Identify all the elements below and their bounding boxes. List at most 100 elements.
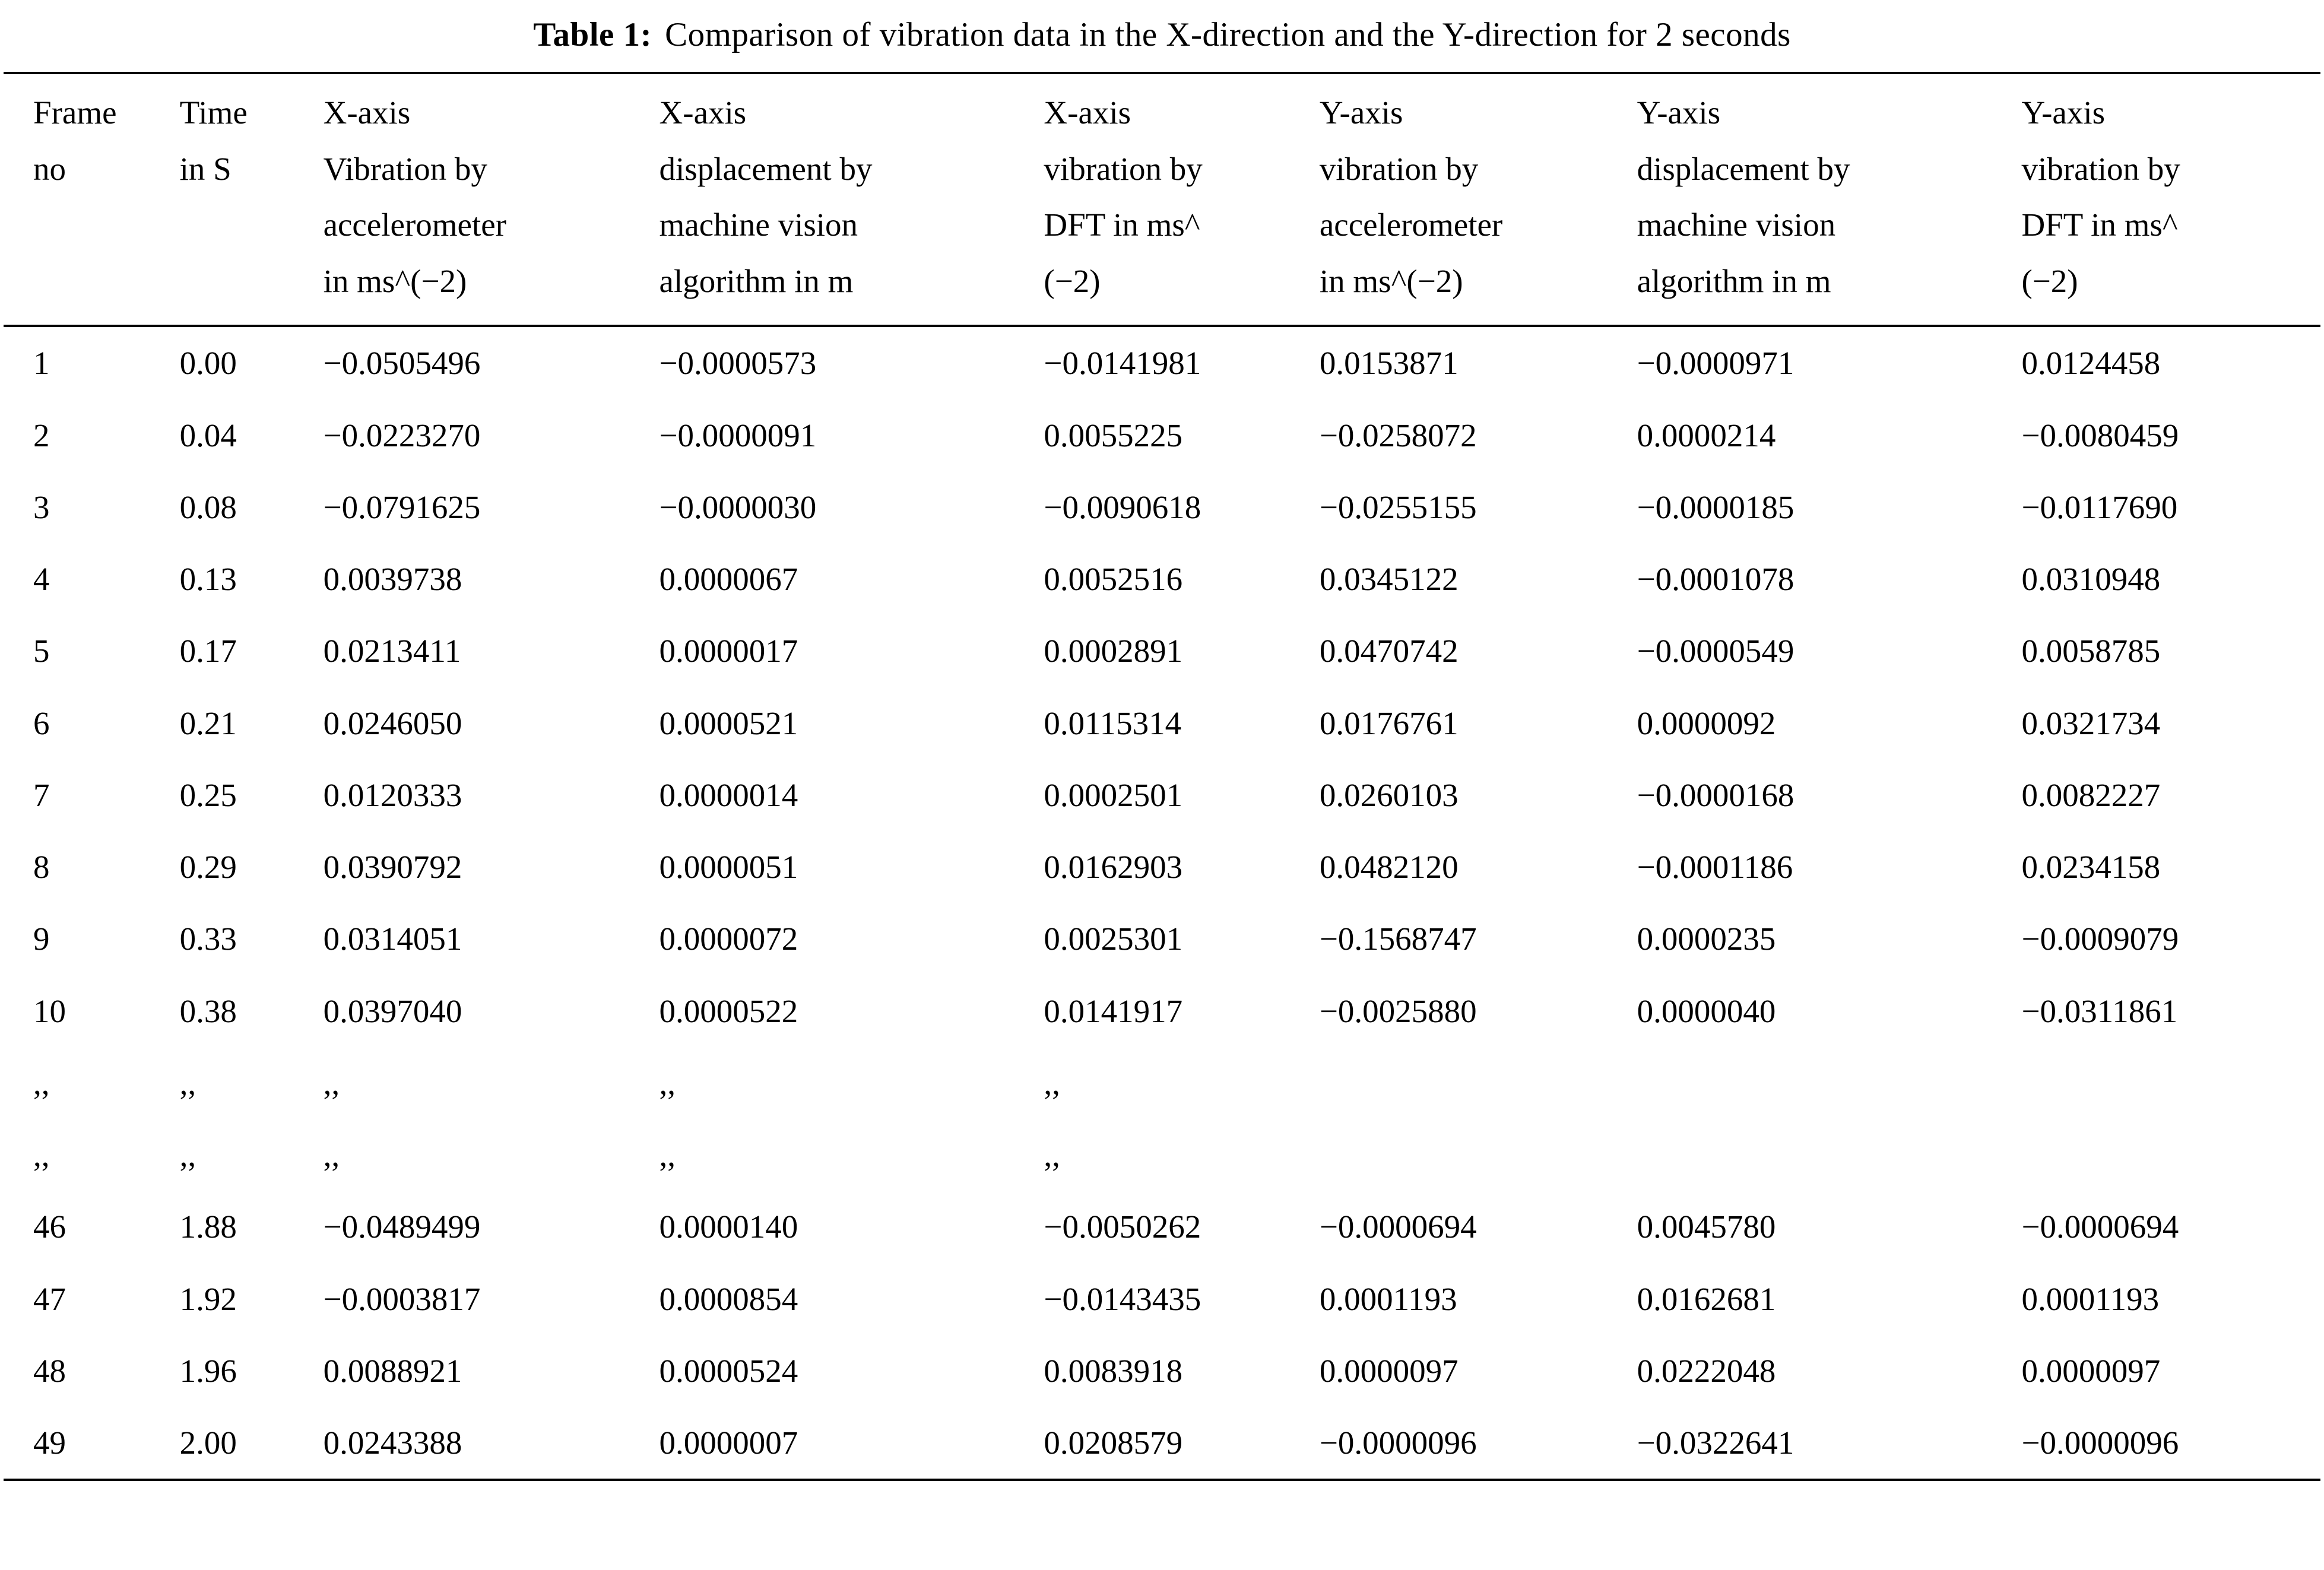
table-cell: 0.29 [179, 849, 237, 886]
table-cell: 0.0088921 [323, 1352, 462, 1389]
table-cell: 0.0025301 [1044, 921, 1183, 957]
column-header: Y-axis vibration by accelerometer in ms^… [1319, 73, 1637, 328]
table-row: 1 0.00 −0.0505496 −0.0000573 −0.0141981 0.015… [4, 326, 2320, 399]
table-cell: 0.0162681 [1637, 1280, 1776, 1317]
table-cell: −0.0001078 [1637, 561, 1794, 598]
table-cell: 0.0000522 [659, 992, 798, 1029]
table-cell: ,, [1044, 1137, 1060, 1173]
table-cell: ,, [659, 1064, 676, 1101]
table-cell: 0.33 [179, 921, 237, 957]
table-cell: ,, [323, 1064, 340, 1101]
table-cell: 0.0176761 [1319, 705, 1459, 741]
table-cell: 0.17 [179, 633, 237, 670]
table-cell: 0.0000097 [2021, 1352, 2161, 1389]
table-cell: 0.38 [179, 992, 237, 1029]
table-cell: 0.0000097 [1319, 1352, 1459, 1389]
table-caption: Table 1: Comparison of vibration data in … [4, 15, 2320, 54]
column-header: Time in S [179, 73, 324, 328]
column-header: X-axis Vibration by accelerometer in ms^… [323, 73, 660, 328]
table-cell: −0.0000185 [1637, 489, 1794, 525]
column-header: Y-axis displacement by machine vision al… [1637, 73, 2022, 328]
table-cell: −0.0255155 [1319, 489, 1477, 525]
table-cell: 0.0055225 [1044, 417, 1183, 453]
table-cell: 10 [33, 992, 66, 1029]
table-cell: 0.0000140 [659, 1209, 798, 1245]
table-cell: −0.0000030 [659, 489, 817, 525]
table-cell: ,, [179, 1137, 196, 1173]
table-cell: 0.0141917 [1044, 992, 1183, 1029]
table-row: ,,,,,,,,,, [4, 1119, 2320, 1191]
column-header: X-axis displacement by machine vision al… [659, 73, 1044, 328]
table-cell: 0.08 [179, 489, 237, 525]
column-header: Y-axis vibration by DFT in ms^ (−2) [2021, 73, 2320, 328]
table-cell: −0.0000091 [659, 417, 817, 453]
table-cell: 0.0246050 [323, 705, 462, 741]
table-row: 9 0.33 0.0314051 0.0000072 0.0025301 −0.15687… [4, 903, 2320, 975]
table-cell: ,, [33, 1064, 50, 1101]
table-cell: 0.0001193 [2021, 1280, 2160, 1317]
table-cell: 4 [33, 561, 50, 598]
table-cell: −0.0090618 [1044, 489, 1201, 525]
table-cell: 0.0000014 [659, 776, 798, 813]
table-cell [1637, 1119, 2022, 1191]
table-cell [1320, 1047, 1637, 1119]
table-row: 7 0.25 0.0120333 0.0000014 0.0002501 0.026010… [4, 759, 2320, 831]
table-cell: 2.00 [179, 1425, 237, 1461]
table-cell: −0.0143435 [1044, 1280, 1201, 1317]
table-cell: 7 [33, 776, 50, 813]
table-cell: 3 [33, 489, 50, 525]
column-header: X-axis vibration by DFT in ms^ (−2) [1044, 73, 1320, 328]
table-cell: −0.0000096 [1319, 1425, 1477, 1461]
table-caption-text: Comparison of vibration data in the X-di… [665, 16, 1791, 53]
table-cell: 2 [33, 417, 50, 453]
table-cell: 0.0310948 [2021, 561, 2161, 598]
table-cell: 0.0321734 [2021, 705, 2161, 741]
table-cell: 0.0000521 [659, 705, 798, 741]
table-cell: 0.0345122 [1319, 561, 1459, 598]
table-cell: 0.0000524 [659, 1352, 798, 1389]
table-cell: 0.25 [179, 776, 237, 813]
table-cell: −0.0322641 [1637, 1425, 1794, 1461]
table-cell: −0.0223270 [323, 417, 481, 453]
table-cell: −0.0001186 [1637, 849, 1793, 886]
table-cell: −0.0000168 [1637, 776, 1794, 813]
table-cell: 0.0222048 [1637, 1352, 1776, 1389]
table-body: 1 0.00 −0.0505496 −0.0000573 −0.0141981 0.015… [4, 326, 2320, 1480]
table-cell: 0.0213411 [323, 633, 461, 670]
table-cell: −0.0258072 [1319, 417, 1477, 453]
table-cell: −0.0505496 [323, 345, 481, 382]
table-cell: 0.0001193 [1319, 1280, 1457, 1317]
table-row: 49 2.00 0.0243388 0.0000007 0.0208579 −0.0000… [4, 1407, 2320, 1480]
table-cell: 0.0002501 [1044, 776, 1183, 813]
table-cell [2021, 1047, 2320, 1119]
table-cell: ,, [33, 1137, 50, 1173]
table-cell: −0.1568747 [1319, 921, 1477, 957]
table-cell [1637, 1047, 2022, 1119]
table-cell: −0.0000096 [2021, 1425, 2179, 1461]
table-cell: 0.0000067 [659, 561, 798, 598]
vibration-data-table: Frame no Time in S X-axis Vibration by acc… [4, 72, 2320, 1482]
table-cell: 0.00 [179, 345, 237, 382]
table-header-row: Frame no Time in S X-axis Vibration by acc… [4, 73, 2320, 328]
table-row: 3 0.08 −0.0791625 −0.0000030 −0.0090618 −0.02… [4, 471, 2320, 543]
table-cell: 0.0000040 [1637, 992, 1776, 1029]
table-cell: 0.0082227 [2021, 776, 2161, 813]
table-row: 5 0.17 0.0213411 0.0000017 0.0002891 0.047074… [4, 615, 2320, 687]
table-cell: 8 [33, 849, 50, 886]
table-cell: −0.0000971 [1637, 345, 1794, 382]
table-row: 4 0.13 0.0039738 0.0000067 0.0052516 0.034512… [4, 543, 2320, 615]
table-cell: 1.96 [179, 1352, 237, 1389]
table-cell: −0.0009079 [2021, 921, 2179, 957]
table-cell: 0.0000051 [659, 849, 798, 886]
table-cell: 0.0234158 [2021, 849, 2161, 886]
table-cell: 1.92 [179, 1280, 237, 1317]
table-cell: ,, [659, 1137, 676, 1173]
table-cell: 0.0482120 [1319, 849, 1459, 886]
table-cell: 46 [33, 1209, 66, 1245]
table-cell: 0.0039738 [323, 561, 462, 598]
table-cell: 1 [33, 345, 50, 382]
table-row: 2 0.04 −0.0223270 −0.0000091 0.0055225 −0.025… [4, 399, 2320, 471]
table-cell: 0.0083918 [1044, 1352, 1183, 1389]
table-cell: 0.0000017 [659, 633, 798, 670]
